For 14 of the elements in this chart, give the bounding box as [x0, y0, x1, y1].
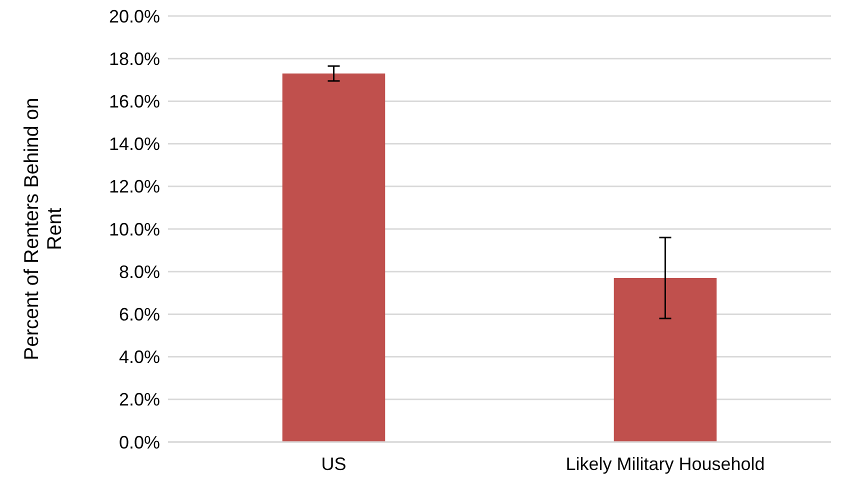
y-axis-title: Percent of Renters Behind on Rent [21, 98, 66, 360]
y-tick-label: 8.0% [118, 262, 160, 282]
x-tick-label: US [321, 454, 346, 474]
x-tick-label: Likely Military Household [566, 454, 765, 474]
y-tick-label: 0.0% [118, 432, 160, 452]
y-tick-label: 10.0% [108, 219, 160, 240]
y-tick-label: 14.0% [108, 134, 160, 154]
y-tick-label: 16.0% [108, 92, 160, 112]
y-tick-label: 18.0% [108, 48, 160, 69]
y-tick-label: 4.0% [118, 347, 160, 368]
y-tick-label: 20.0% [108, 6, 160, 26]
y-tick-label: 6.0% [118, 304, 160, 324]
y-tick-label: 12.0% [108, 176, 160, 197]
y-tick-label: 2.0% [118, 390, 160, 410]
